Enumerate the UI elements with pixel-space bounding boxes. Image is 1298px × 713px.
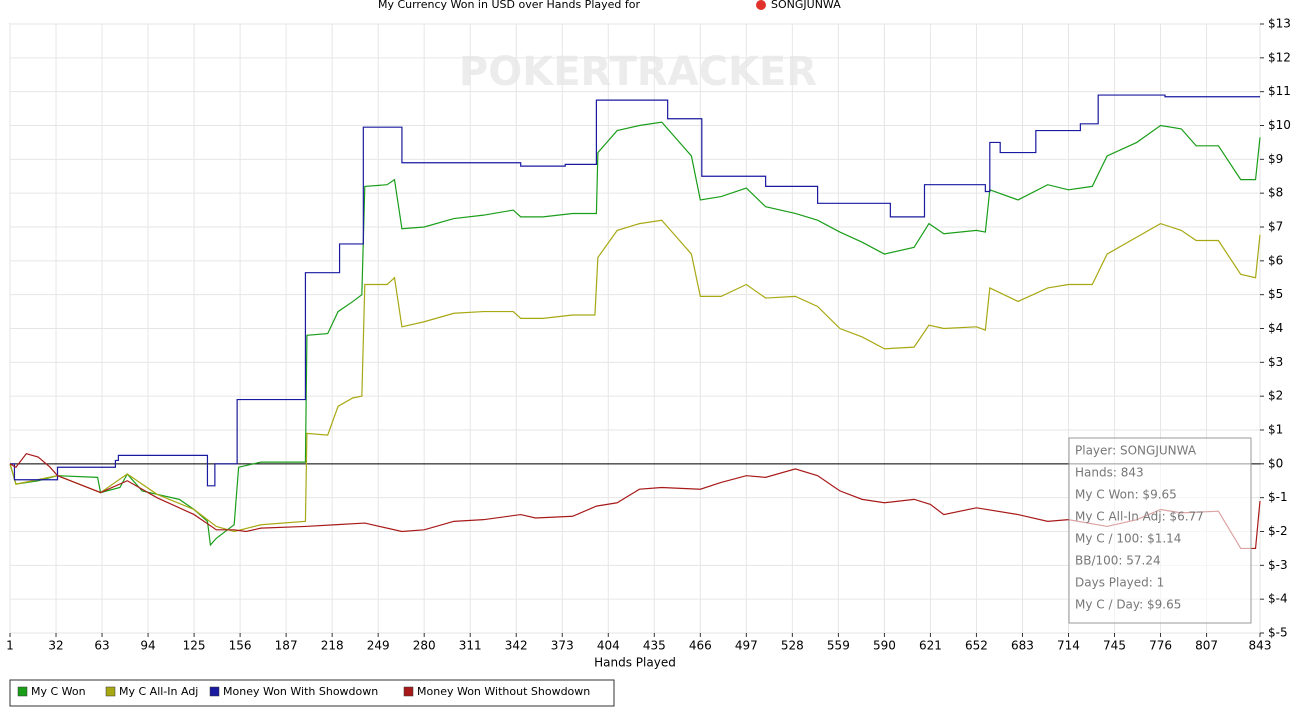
x-tick-label: 249: [367, 639, 390, 653]
stat-line: My C Won: $9.65: [1075, 488, 1177, 502]
stat-line: Days Played: 1: [1075, 576, 1164, 590]
stat-line: My C / 100: $1.14: [1075, 532, 1181, 546]
series-line: [9, 121, 1261, 547]
y-tick-label: $2: [1268, 389, 1283, 403]
x-tick-label: 342: [505, 639, 528, 653]
series-line: [9, 452, 1261, 550]
legend-swatch: [105, 686, 116, 697]
x-tick-label: 1: [6, 639, 14, 653]
x-tick-label: 714: [1057, 639, 1080, 653]
chart-title: My Currency Won in USD over Hands Played…: [378, 0, 641, 11]
x-tick-label: 745: [1103, 639, 1126, 653]
y-tick-label: $11: [1268, 84, 1291, 98]
x-tick-label: 466: [689, 639, 712, 653]
player-icon: [756, 0, 766, 10]
y-tick-label: $8: [1268, 186, 1283, 200]
y-tick-label: $0: [1268, 456, 1283, 470]
x-tick-label: 156: [229, 639, 252, 653]
x-tick-label: 218: [321, 639, 344, 653]
legend-label: Money Won Without Showdown: [417, 685, 590, 698]
legend-swatch: [209, 686, 220, 697]
x-tick-label: 32: [48, 639, 63, 653]
y-tick-label: $1: [1268, 423, 1283, 437]
chart-title-player: SONGJUNWA: [771, 0, 841, 11]
x-tick-label: 621: [919, 639, 942, 653]
y-tick-label: $6: [1268, 253, 1283, 267]
x-tick-label: 528: [781, 639, 804, 653]
y-tick-label: $12: [1268, 50, 1291, 64]
x-tick-label: 404: [597, 639, 620, 653]
series-line: [9, 219, 1261, 533]
x-tick-label: 559: [827, 639, 850, 653]
y-tick-label: $7: [1268, 220, 1283, 234]
stat-line: Player: SONGJUNWA: [1075, 444, 1197, 458]
y-tick-label: $9: [1268, 152, 1283, 166]
y-tick-label: $3: [1268, 355, 1283, 369]
x-tick-label: 373: [551, 639, 574, 653]
stat-line: My C All-In Adj: $6.77: [1075, 510, 1204, 524]
watermark: POKERTRACKER: [459, 49, 817, 95]
legend-swatch: [17, 686, 28, 697]
legend-label: My C All-In Adj: [119, 685, 198, 698]
x-tick-label: 683: [1011, 639, 1034, 653]
x-tick-label: 280: [413, 639, 436, 653]
x-tick-label: 590: [873, 639, 896, 653]
x-tick-label: 843: [1249, 639, 1272, 653]
x-tick-label: 652: [965, 639, 988, 653]
x-tick-label: 807: [1195, 639, 1218, 653]
y-tick-label: $-5: [1268, 626, 1288, 640]
x-tick-label: 187: [275, 639, 298, 653]
x-tick-label: 63: [94, 639, 109, 653]
x-tick-label: 311: [459, 639, 482, 653]
y-tick-label: $-2: [1268, 524, 1288, 538]
y-tick-label: $-3: [1268, 558, 1288, 572]
legend-label: My C Won: [31, 685, 86, 698]
stat-line: My C / Day: $9.65: [1075, 598, 1181, 612]
x-axis-label: Hands Played: [594, 656, 676, 670]
y-tick-label: $5: [1268, 287, 1283, 301]
stats-box: [1068, 437, 1252, 624]
series-line: [10, 94, 1260, 487]
y-tick-label: $-4: [1268, 592, 1288, 606]
stat-line: BB/100: 57.24: [1075, 554, 1161, 568]
x-tick-label: 125: [183, 639, 206, 653]
y-tick-label: $13: [1268, 17, 1291, 31]
x-tick-label: 94: [140, 639, 155, 653]
legend-swatch: [403, 686, 414, 697]
legend-label: Money Won With Showdown: [223, 685, 378, 698]
x-tick-label: 776: [1149, 639, 1172, 653]
y-tick-label: $4: [1268, 321, 1283, 335]
y-tick-label: $-1: [1268, 490, 1288, 504]
x-tick-label: 497: [735, 639, 758, 653]
y-tick-label: $10: [1268, 118, 1291, 132]
x-tick-label: 435: [643, 639, 666, 653]
stat-line: Hands: 843: [1075, 466, 1144, 480]
